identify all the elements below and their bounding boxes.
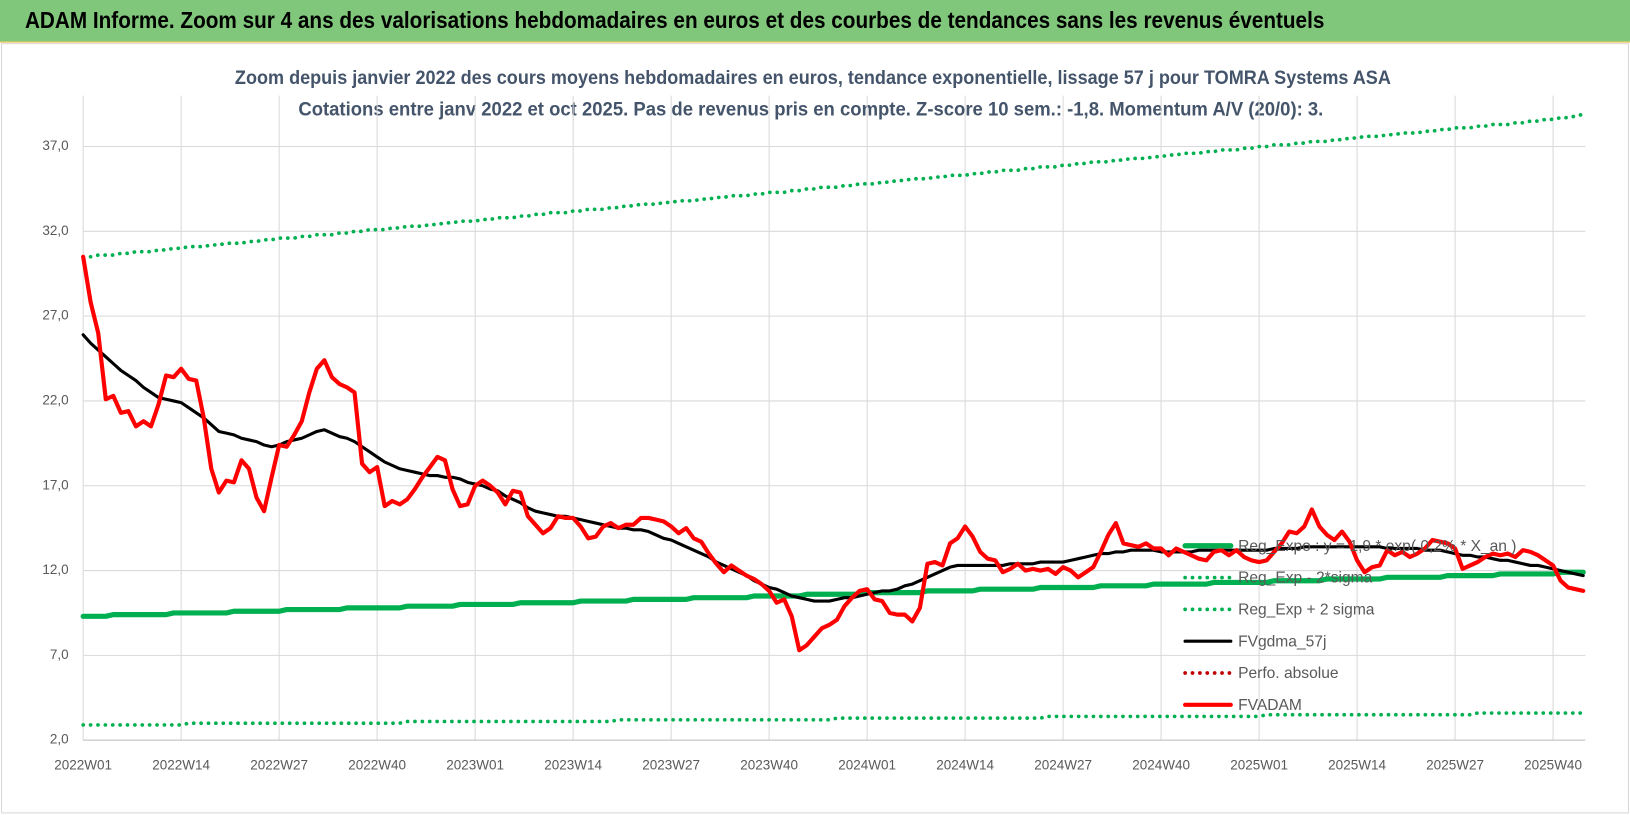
series-line	[81, 711, 1586, 727]
chart-title: Zoom depuis janvier 2022 des cours moyen…	[235, 67, 1391, 89]
legend-label: FVgdma_57j	[1238, 633, 1326, 650]
header-bar	[0, 0, 1630, 42]
x-tick-label: 2022W40	[348, 758, 406, 773]
y-tick-label: 17,0	[42, 477, 68, 492]
x-tick-label: 2025W14	[1328, 758, 1386, 773]
y-tick-label: 22,0	[42, 392, 68, 407]
x-tick-label: 2022W01	[54, 758, 112, 773]
x-tick-label: 2023W40	[740, 758, 798, 773]
chart-border	[1, 43, 1629, 814]
y-tick-label: 27,0	[42, 308, 68, 323]
y-tick-label: 2,0	[50, 732, 69, 747]
legend-label: FVADAM	[1238, 697, 1302, 714]
legend-label: Reg_Exp + 2 sigma	[1238, 602, 1375, 619]
page-title: ADAM Informe. Zoom sur 4 ans des valoris…	[25, 7, 1324, 33]
x-tick-label: 2024W40	[1132, 758, 1190, 773]
series-line	[81, 254, 1586, 653]
legend-label: Reg_Exp - 2*sigma	[1238, 570, 1373, 587]
legend-label: Perfo. absolue	[1238, 665, 1338, 682]
x-tick-label: 2025W40	[1524, 758, 1582, 773]
x-tick-label: 2022W14	[152, 758, 210, 773]
x-tick-label: 2024W27	[1034, 758, 1092, 773]
x-tick-label: 2022W27	[250, 758, 308, 773]
x-tick-label: 2023W14	[544, 758, 602, 773]
x-tick-label: 2025W27	[1426, 758, 1484, 773]
x-tick-label: 2023W01	[446, 758, 504, 773]
chart-subtitle: Cotations entre janv 2022 et oct 2025. P…	[298, 98, 1323, 120]
legend-label: Reg_Expo : y = 1,9 * exp( 0,2% * X_an )	[1238, 538, 1516, 555]
x-tick-label: 2024W01	[838, 758, 896, 773]
y-tick-label: 12,0	[42, 562, 68, 577]
series-line	[81, 112, 1586, 259]
y-tick-label: 32,0	[42, 223, 68, 238]
y-tick-label: 7,0	[50, 647, 69, 662]
x-tick-label: 2025W01	[1230, 758, 1288, 773]
x-tick-label: 2024W14	[936, 758, 994, 773]
x-tick-label: 2023W27	[642, 758, 700, 773]
series-line	[80, 569, 1586, 619]
y-tick-label: 37,0	[42, 138, 68, 153]
series-line	[81, 333, 1585, 603]
